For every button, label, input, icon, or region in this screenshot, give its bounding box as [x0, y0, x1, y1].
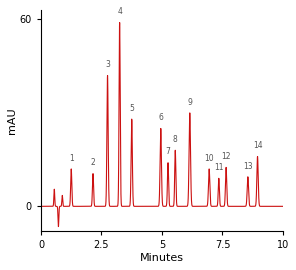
Text: 13: 13 [243, 161, 253, 171]
Text: 2: 2 [91, 158, 95, 167]
Text: 6: 6 [158, 113, 163, 122]
Text: 3: 3 [105, 60, 110, 69]
X-axis label: Minutes: Minutes [140, 253, 184, 263]
Text: 12: 12 [221, 152, 231, 161]
Text: 7: 7 [165, 147, 170, 157]
Text: 10: 10 [204, 154, 214, 163]
Text: 9: 9 [187, 98, 192, 107]
Text: 8: 8 [173, 135, 178, 144]
Text: 11: 11 [214, 163, 223, 172]
Text: 4: 4 [117, 7, 122, 16]
Text: 5: 5 [129, 104, 134, 113]
Text: 1: 1 [69, 154, 74, 163]
Y-axis label: mAU: mAU [7, 107, 17, 134]
Text: 14: 14 [253, 141, 262, 150]
